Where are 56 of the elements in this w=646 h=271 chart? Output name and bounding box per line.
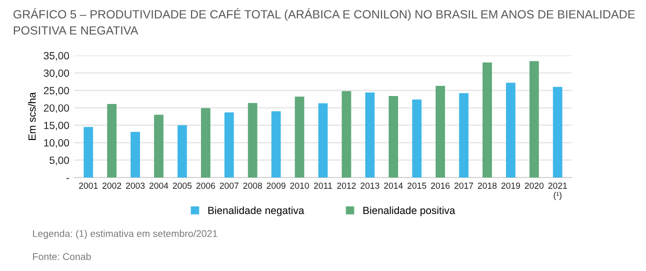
legend-label: Bienalidade negativa bbox=[208, 206, 304, 216]
x-tick-label: 2014 bbox=[384, 182, 403, 189]
x-tick-label: 2012 bbox=[337, 182, 356, 189]
bar bbox=[318, 103, 328, 178]
x-tick-label: 2005 bbox=[172, 182, 192, 189]
y-tick-label: 15,00 bbox=[44, 122, 70, 130]
bar bbox=[248, 102, 258, 178]
x-tick-label: 2018 bbox=[478, 182, 497, 189]
text: Legenda: (1) estimativa em setembro/2021 bbox=[33, 230, 218, 239]
x-tick-label: 2013 bbox=[360, 182, 380, 189]
x-tick-label: 2004 bbox=[149, 182, 168, 189]
x-tick-label: 2003 bbox=[126, 182, 145, 189]
source-note: Fonte: Conab bbox=[33, 252, 91, 260]
x-tick-label: 2010 bbox=[290, 182, 309, 189]
chart-title: GRÁFICO 5 – PRODUTIVIDADE DE CAFÉ TOTAL (ARÁBICA E CONILON) NO BRASIL EM ANOS DE BIENALIDADE POSITIVA E NEGATIVA bbox=[14, 8, 635, 35]
y-tick-label: - bbox=[66, 178, 69, 179]
bar bbox=[200, 108, 210, 178]
bar bbox=[342, 91, 352, 178]
bar bbox=[529, 61, 539, 178]
bar bbox=[271, 111, 281, 178]
x-tick-label: 2001 bbox=[79, 182, 98, 189]
bar bbox=[388, 96, 398, 178]
bar bbox=[154, 114, 164, 178]
y-tick-label: 25,00 bbox=[44, 86, 70, 96]
y-tick-label: 10,00 bbox=[44, 139, 70, 148]
y-axis-title: Em scs/ha bbox=[28, 92, 36, 140]
x-tick-label: 2016 bbox=[431, 182, 450, 189]
bar bbox=[506, 82, 516, 178]
bar bbox=[436, 86, 446, 178]
x-tick-label: 2020 bbox=[524, 182, 544, 189]
x-tick-label: 2009 bbox=[266, 182, 286, 189]
x-tick-label: 2006 bbox=[196, 182, 216, 189]
x-tick-label: 2002 bbox=[102, 182, 122, 189]
bar bbox=[459, 93, 468, 178]
bar bbox=[552, 86, 562, 178]
bar bbox=[224, 112, 234, 178]
x-tick-label: 2011 bbox=[314, 182, 332, 189]
x-tick-label: 2015 bbox=[408, 182, 426, 189]
x-tick-label: 2007 bbox=[220, 182, 238, 189]
x-tick-label: 2021 (¹) bbox=[548, 182, 567, 200]
bar bbox=[107, 104, 117, 178]
bar bbox=[130, 132, 140, 178]
y-tick-label: 5,00 bbox=[50, 156, 70, 166]
y-tick-label: 35,00 bbox=[44, 52, 70, 61]
legend-label: Bienalidade positiva bbox=[363, 206, 456, 216]
x-tick-label: 2008 bbox=[243, 182, 262, 189]
y-tick-label: 20,00 bbox=[44, 104, 70, 113]
x-tick-label: 2019 bbox=[501, 182, 520, 189]
bar bbox=[178, 125, 187, 178]
bar bbox=[365, 92, 375, 178]
bar bbox=[84, 126, 94, 178]
y-tick-label: 30,00 bbox=[44, 69, 70, 78]
bar bbox=[412, 99, 422, 178]
bar bbox=[294, 96, 304, 178]
bar bbox=[482, 62, 492, 178]
x-tick-label: 2017 bbox=[454, 182, 474, 189]
